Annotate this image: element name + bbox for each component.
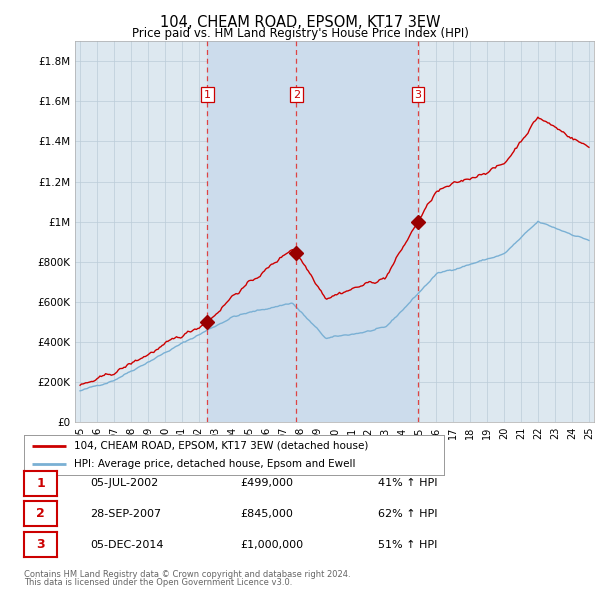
Bar [207, 41, 296, 422]
Text: 05-DEC-2014: 05-DEC-2014 [90, 540, 163, 549]
Text: 104, CHEAM ROAD, EPSOM, KT17 3EW: 104, CHEAM ROAD, EPSOM, KT17 3EW [160, 15, 440, 30]
Text: This data is licensed under the Open Government Licence v3.0.: This data is licensed under the Open Gov… [24, 578, 292, 587]
Text: 41% ↑ HPI: 41% ↑ HPI [378, 478, 437, 488]
Text: 1: 1 [204, 90, 211, 100]
Text: HPI: Average price, detached house, Epsom and Ewell: HPI: Average price, detached house, Epso… [74, 459, 356, 469]
Bar [296, 41, 418, 422]
Text: 2: 2 [293, 90, 300, 100]
Text: 104, CHEAM ROAD, EPSOM, KT17 3EW (detached house): 104, CHEAM ROAD, EPSOM, KT17 3EW (detach… [74, 441, 369, 451]
Text: Contains HM Land Registry data © Crown copyright and database right 2024.: Contains HM Land Registry data © Crown c… [24, 570, 350, 579]
Text: £499,000: £499,000 [240, 478, 293, 488]
Text: Price paid vs. HM Land Registry's House Price Index (HPI): Price paid vs. HM Land Registry's House … [131, 27, 469, 40]
Text: 2: 2 [36, 507, 45, 520]
Text: 3: 3 [36, 538, 45, 551]
Text: 05-JUL-2002: 05-JUL-2002 [90, 478, 158, 488]
Text: 51% ↑ HPI: 51% ↑ HPI [378, 540, 437, 549]
Text: 3: 3 [415, 90, 421, 100]
Text: 1: 1 [36, 477, 45, 490]
Text: £1,000,000: £1,000,000 [240, 540, 303, 549]
Text: 28-SEP-2007: 28-SEP-2007 [90, 509, 161, 519]
Text: 62% ↑ HPI: 62% ↑ HPI [378, 509, 437, 519]
Text: £845,000: £845,000 [240, 509, 293, 519]
